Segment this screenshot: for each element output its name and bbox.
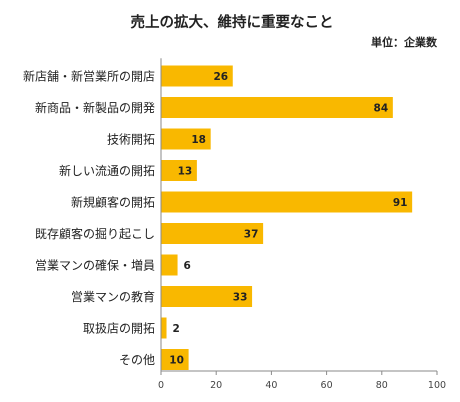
category-label-5: 新規顧客の開拓 (71, 195, 155, 210)
bar-4 (161, 160, 197, 181)
bar-5 (161, 191, 413, 213)
unit-label: 単位：企業数 (371, 35, 438, 49)
value-label-2: 84 (374, 103, 389, 115)
bar-1 (161, 65, 233, 87)
chart-title: 売上の拡大、維持に重要なこと (131, 13, 334, 31)
category-label-10: その他 (119, 353, 155, 367)
bar-2 (161, 97, 393, 118)
category-label-8: 営業マンの教育 (71, 289, 155, 304)
x-tick-label-1: 0 (158, 380, 164, 391)
bars-layer (161, 65, 413, 370)
x-tick-label-2: 20 (210, 380, 222, 391)
bar-3 (161, 128, 211, 150)
value-label-1: 26 (213, 71, 228, 83)
value-label-10: 10 (169, 355, 184, 367)
category-label-6: 既存顧客の掘り起こし (35, 226, 155, 241)
value-label-4: 13 (178, 166, 193, 178)
category-label-1: 新店舗・新営業所の開店 (23, 69, 155, 84)
category-label-9: 取扱店の開拓 (83, 322, 155, 336)
value-label-7: 6 (184, 260, 191, 272)
x-tick-label-6: 100 (428, 380, 446, 391)
value-label-3: 18 (191, 134, 206, 146)
category-label-4: 新しい流通の開拓 (59, 163, 155, 178)
category-label-3: 技術開拓 (107, 133, 155, 147)
x-tick-label-5: 80 (376, 380, 388, 391)
value-label-9: 2 (173, 323, 180, 335)
value-label-8: 33 (233, 292, 248, 304)
bar-7 (161, 254, 178, 276)
bar-9 (161, 317, 167, 339)
bar-6 (161, 223, 264, 244)
bar-8 (161, 286, 253, 307)
category-label-2: 新商品・新製品の開発 (35, 100, 155, 115)
bar-10 (161, 349, 189, 370)
value-label-6: 37 (244, 229, 259, 241)
value-labels: 26 84 18 13 91 37 6 33 2 10 (169, 71, 407, 367)
x-tick-label-4: 60 (321, 380, 333, 391)
category-label-7: 営業マンの確保・増員 (35, 258, 155, 273)
x-axis: 0 20 40 60 80 100 (158, 58, 446, 391)
category-labels: 新店舗・新営業所の開店新商品・新製品の開発技術開拓新しい流通の開拓新規顧客の開拓… (23, 69, 155, 368)
x-tick-label-3: 40 (265, 380, 277, 391)
value-label-5: 91 (393, 197, 408, 209)
